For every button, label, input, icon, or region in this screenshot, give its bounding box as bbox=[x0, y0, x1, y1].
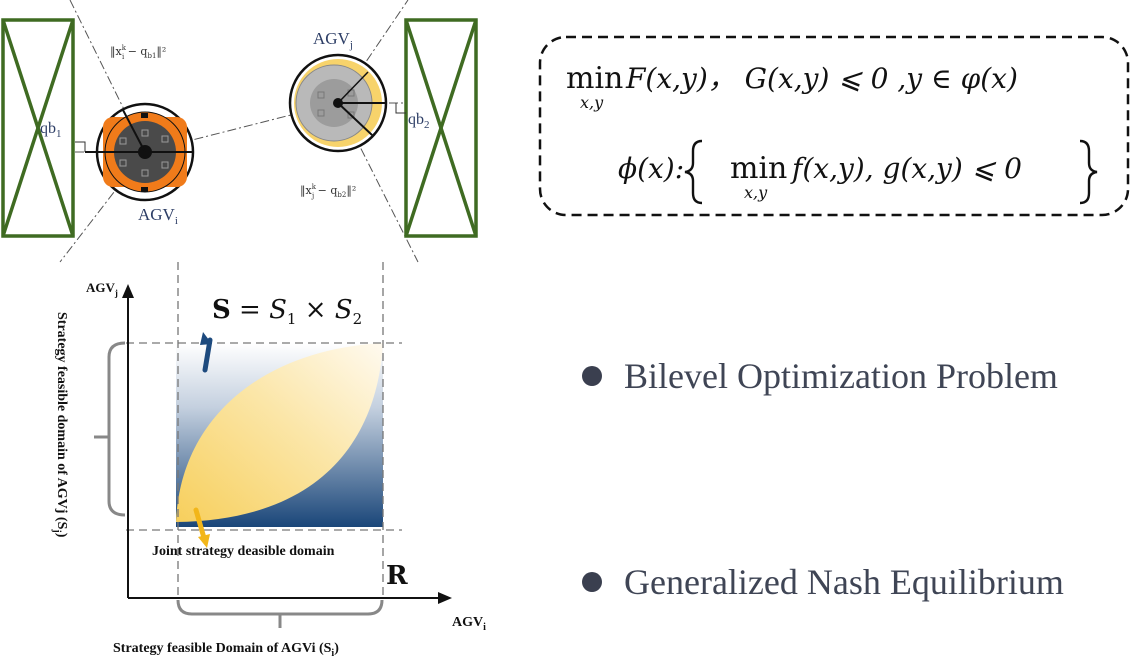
feasible-lens-region bbox=[176, 343, 383, 522]
shelf-right bbox=[404, 18, 478, 238]
x-domain-brace bbox=[176, 599, 384, 616]
label-qb1: qb1 bbox=[40, 120, 62, 140]
agv-j-robot bbox=[288, 53, 388, 153]
formula-left-brace bbox=[684, 139, 703, 205]
formula-line2-lhs: ϕ(x): bbox=[618, 152, 684, 185]
formula-box: min x,y F(x,y)， G(x,y) ⩽ 0 ,y ∈ φ(x) ϕ(x… bbox=[538, 35, 1130, 217]
norm-distance-i: ‖xk i − qb1‖² bbox=[110, 44, 166, 61]
formula-line2-min: min bbox=[730, 151, 787, 186]
formula-line1-body: F(x,y)， G(x,y) ⩽ 0 ,y ∈ φ(x) bbox=[625, 62, 1018, 95]
top-diagram: qb1 qb2 AGVi AGVj ‖xk i − qb1‖² ‖xk j − qb… bbox=[1, 0, 478, 263]
right-angle-marks bbox=[75, 103, 406, 152]
bullet-dot-icon bbox=[582, 572, 602, 592]
label-agv-j: AGVj bbox=[313, 29, 353, 51]
formula-line1-min-sub: x,y bbox=[580, 93, 604, 112]
formula-right-brace bbox=[1079, 139, 1098, 205]
plot-axes bbox=[122, 284, 452, 604]
r-label: R bbox=[386, 561, 408, 591]
bullet-item-bilevel: Bilevel Optimization Problem bbox=[582, 355, 1058, 397]
yellow-arrow bbox=[193, 507, 207, 541]
joint-domain-label: Joint strategy deasible domain bbox=[152, 544, 335, 559]
bullet-item-nash: Generalized Nash Equilibrium bbox=[582, 561, 1064, 603]
agv-i-robot bbox=[85, 102, 195, 202]
blue-arrow bbox=[202, 337, 213, 373]
strategy-plot: AGVj AGVi S = S1 × S2 Joint strategy dea… bbox=[51, 262, 486, 659]
y-domain-brace bbox=[107, 341, 126, 517]
norm-distance-j: ‖xk j − qb2‖² bbox=[300, 183, 356, 200]
bullet-text: Bilevel Optimization Problem bbox=[624, 356, 1058, 396]
dashed-guides bbox=[126, 262, 402, 598]
x-domain-label: Strategy feasible Domain of AGVi (Si) bbox=[113, 641, 339, 659]
formula-line2-body: f(x,y), g(x,y) ⩽ 0 bbox=[790, 152, 1022, 185]
label-agv-i: AGVi bbox=[138, 205, 178, 227]
formula-line2-min-sub: x,y bbox=[744, 183, 768, 202]
y-domain-label: Strategy feasible domain of AGVj (Sj) bbox=[51, 312, 69, 538]
x-axis-label: AGVi bbox=[452, 615, 486, 633]
bullet-text: Generalized Nash Equilibrium bbox=[624, 562, 1064, 602]
label-qb2: qb2 bbox=[408, 111, 430, 131]
shelf-left bbox=[1, 18, 75, 238]
set-product-label: S = S1 × S2 bbox=[212, 295, 362, 328]
bullet-dot-icon bbox=[582, 366, 602, 386]
formula-line1-min: min bbox=[566, 61, 623, 96]
y-axis-label: AGVj bbox=[86, 280, 118, 298]
